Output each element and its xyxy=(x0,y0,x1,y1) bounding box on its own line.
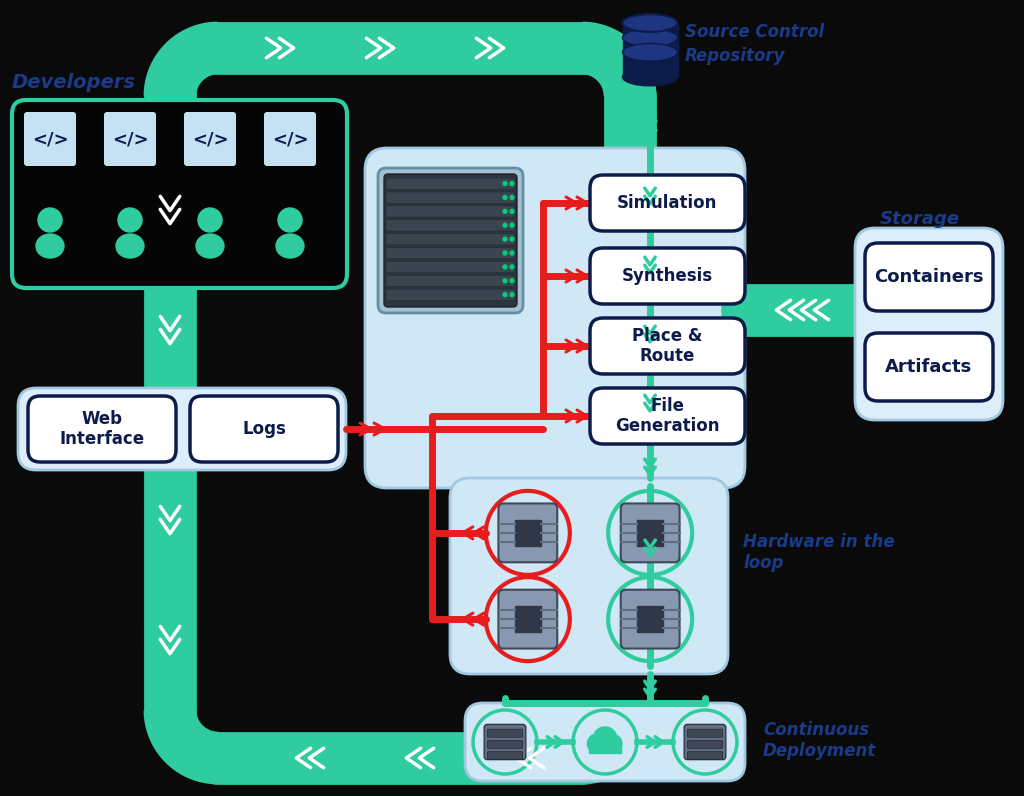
Ellipse shape xyxy=(623,68,678,86)
FancyBboxPatch shape xyxy=(386,206,515,217)
Circle shape xyxy=(503,209,507,213)
Ellipse shape xyxy=(116,234,144,258)
FancyBboxPatch shape xyxy=(386,220,515,231)
FancyBboxPatch shape xyxy=(386,248,515,259)
Text: </>: </> xyxy=(112,130,148,148)
Circle shape xyxy=(604,735,622,752)
Circle shape xyxy=(510,293,514,297)
FancyBboxPatch shape xyxy=(865,333,993,401)
Text: Source Control
Repository: Source Control Repository xyxy=(685,23,824,64)
Ellipse shape xyxy=(196,234,224,258)
Text: Continuous
Deployment: Continuous Deployment xyxy=(763,721,877,760)
FancyBboxPatch shape xyxy=(465,703,745,781)
Text: Place &
Route: Place & Route xyxy=(632,326,702,365)
FancyBboxPatch shape xyxy=(865,243,993,311)
FancyBboxPatch shape xyxy=(386,178,515,189)
FancyBboxPatch shape xyxy=(487,729,522,737)
Text: File
Generation: File Generation xyxy=(614,396,719,435)
Text: Logs: Logs xyxy=(242,420,286,438)
Circle shape xyxy=(510,209,514,213)
FancyBboxPatch shape xyxy=(12,100,347,288)
FancyBboxPatch shape xyxy=(621,590,680,649)
Circle shape xyxy=(510,181,514,185)
Circle shape xyxy=(503,265,507,269)
FancyBboxPatch shape xyxy=(386,233,515,245)
FancyBboxPatch shape xyxy=(487,751,522,759)
FancyBboxPatch shape xyxy=(28,396,176,462)
Circle shape xyxy=(503,237,507,241)
FancyBboxPatch shape xyxy=(687,740,723,748)
Bar xyxy=(637,520,664,546)
FancyBboxPatch shape xyxy=(365,148,745,488)
FancyBboxPatch shape xyxy=(499,590,557,649)
Text: </>: </> xyxy=(32,130,69,148)
Text: </>: </> xyxy=(191,130,228,148)
FancyBboxPatch shape xyxy=(590,175,745,231)
FancyBboxPatch shape xyxy=(687,729,723,737)
FancyBboxPatch shape xyxy=(450,478,728,674)
FancyBboxPatch shape xyxy=(386,192,515,203)
Text: Simulation: Simulation xyxy=(616,194,717,212)
Circle shape xyxy=(503,279,507,283)
FancyBboxPatch shape xyxy=(684,724,726,759)
Circle shape xyxy=(503,223,507,227)
Circle shape xyxy=(503,181,507,185)
Circle shape xyxy=(510,279,514,283)
FancyBboxPatch shape xyxy=(590,388,745,444)
Circle shape xyxy=(510,237,514,241)
Text: </>: </> xyxy=(271,130,308,148)
FancyBboxPatch shape xyxy=(484,724,525,759)
FancyBboxPatch shape xyxy=(378,168,523,313)
Circle shape xyxy=(503,251,507,255)
Ellipse shape xyxy=(623,44,678,61)
Circle shape xyxy=(198,208,222,232)
Ellipse shape xyxy=(623,29,678,46)
FancyBboxPatch shape xyxy=(104,112,156,166)
Bar xyxy=(515,606,541,632)
Text: Hardware in the
loop: Hardware in the loop xyxy=(743,533,895,572)
FancyBboxPatch shape xyxy=(18,388,346,470)
Circle shape xyxy=(38,208,62,232)
Bar xyxy=(515,520,541,546)
Circle shape xyxy=(278,208,302,232)
FancyBboxPatch shape xyxy=(590,318,745,374)
Bar xyxy=(637,606,664,632)
Circle shape xyxy=(593,727,616,751)
FancyBboxPatch shape xyxy=(184,112,236,166)
Bar xyxy=(589,743,621,753)
FancyBboxPatch shape xyxy=(24,112,76,166)
FancyBboxPatch shape xyxy=(190,396,338,462)
Circle shape xyxy=(588,734,606,753)
FancyBboxPatch shape xyxy=(487,740,522,748)
FancyBboxPatch shape xyxy=(687,751,723,759)
FancyBboxPatch shape xyxy=(499,504,557,562)
Ellipse shape xyxy=(276,234,304,258)
Text: Synthesis: Synthesis xyxy=(622,267,713,285)
Bar xyxy=(623,23,678,77)
Circle shape xyxy=(503,293,507,297)
Ellipse shape xyxy=(36,234,63,258)
FancyBboxPatch shape xyxy=(386,261,515,273)
FancyBboxPatch shape xyxy=(621,504,680,562)
Text: Containers: Containers xyxy=(874,268,984,286)
Circle shape xyxy=(510,223,514,227)
Text: Artifacts: Artifacts xyxy=(886,358,973,376)
FancyBboxPatch shape xyxy=(590,248,745,304)
FancyBboxPatch shape xyxy=(384,174,517,307)
FancyBboxPatch shape xyxy=(386,289,515,301)
Circle shape xyxy=(510,196,514,200)
Text: Storage: Storage xyxy=(880,210,961,228)
Circle shape xyxy=(503,196,507,200)
Circle shape xyxy=(510,265,514,269)
FancyBboxPatch shape xyxy=(264,112,316,166)
Text: Developers: Developers xyxy=(12,73,136,92)
Text: Web
Interface: Web Interface xyxy=(59,410,144,448)
Circle shape xyxy=(118,208,142,232)
Ellipse shape xyxy=(623,14,678,32)
FancyBboxPatch shape xyxy=(855,228,1002,420)
FancyBboxPatch shape xyxy=(386,275,515,287)
Circle shape xyxy=(510,251,514,255)
